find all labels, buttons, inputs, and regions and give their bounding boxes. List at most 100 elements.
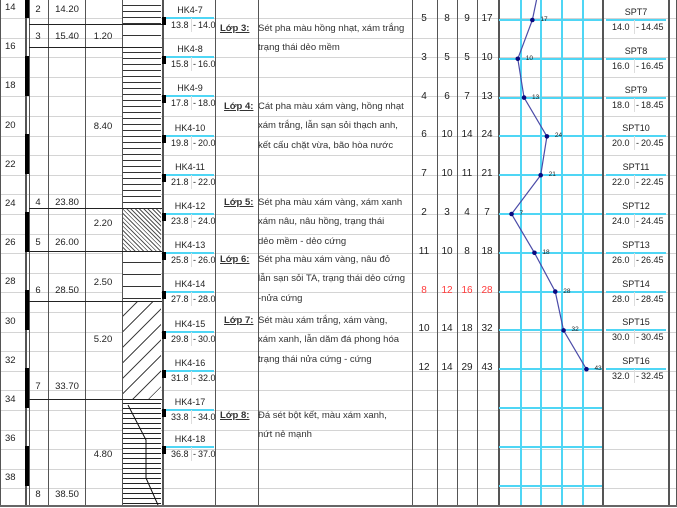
- spt-n1-value: 5: [421, 13, 427, 24]
- spt-point-label: 43: [594, 365, 602, 373]
- spt-divider: [606, 19, 666, 21]
- layer-boundary-line: [29, 24, 162, 25]
- graph-vertical-line: [582, 0, 584, 505]
- lithology-pattern: [123, 47, 161, 209]
- sample-name: HK4-9: [177, 83, 203, 94]
- layer-bottom-depth: 14.20: [55, 4, 79, 15]
- spt-range-divider: [634, 214, 635, 228]
- depth-scale-bar: [25, 134, 29, 174]
- layer-number: 4: [35, 197, 41, 208]
- depth-label: 22: [5, 158, 16, 170]
- spt-to: 28.45: [641, 293, 664, 304]
- sample-dash: -: [193, 59, 196, 70]
- column-divider: [0, 0, 1, 505]
- depth-label: 18: [5, 80, 16, 92]
- layer-label: Lớp 4:: [224, 101, 254, 112]
- sample-dash: -: [193, 176, 196, 187]
- spt-n3-value: 16: [461, 284, 473, 296]
- spt-n3-value: 9: [464, 13, 470, 24]
- depth-label: 16: [5, 41, 16, 53]
- sample-dash: -: [193, 372, 196, 383]
- sample-marker: [162, 17, 166, 25]
- spt-to: 30.45: [641, 332, 664, 343]
- sample-marker: [162, 134, 166, 143]
- sample-divider: [166, 330, 214, 333]
- spt-n-value: 10: [481, 51, 493, 63]
- spt-n2-value: 10: [441, 245, 453, 257]
- bottom-border: [0, 505, 677, 507]
- layer-description-line: xám xanh, lẫn dăm đá phong hóa: [258, 334, 400, 346]
- depth-scale-bar: [25, 446, 29, 486]
- sample-divider: [166, 95, 214, 98]
- spt-n1-value: 10: [418, 323, 430, 335]
- sample-from: 31.8: [171, 372, 189, 383]
- spt-n-value: 21: [481, 168, 493, 180]
- sample-range-divider: [191, 292, 192, 307]
- layer-thickness: 8.40: [93, 121, 113, 132]
- spt-n3-value: 18: [461, 323, 473, 335]
- lithology-pattern: [123, 0, 161, 24]
- spt-n-value: 24: [481, 129, 493, 141]
- sample-from: 36.8: [171, 449, 189, 459]
- spt-divider: [606, 174, 666, 177]
- graph-horizontal-line: [499, 213, 602, 215]
- sample-name: HK4-18: [174, 434, 206, 444]
- column-divider: [412, 0, 413, 505]
- column-divider: [457, 0, 458, 505]
- layer-description-line: trạng thái dẻo mềm: [258, 42, 340, 54]
- depth-label: 36: [5, 433, 16, 445]
- layer-description-line: Sét màu xám trắng, xám vàng,: [258, 315, 388, 326]
- spt-n1-value: 11: [418, 245, 430, 257]
- layer-thickness: 1.20: [93, 31, 113, 42]
- spt-n-value: 28: [481, 284, 493, 296]
- sample-to: 18.0: [198, 98, 216, 109]
- sample-marker: [162, 409, 166, 417]
- spt-divider: [606, 57, 666, 60]
- grid-row-line: [0, 233, 677, 235]
- spt-divider: [606, 213, 666, 215]
- sample-dash: -: [193, 98, 196, 109]
- sample-range-divider: [191, 96, 192, 111]
- spt-n3-value: 5: [464, 51, 470, 63]
- grid-row-line: [0, 214, 677, 215]
- spt-point-label: 13: [532, 93, 540, 101]
- spt-dash: -: [636, 254, 639, 265]
- spt-name: SPT9: [624, 84, 648, 95]
- sample-dash: -: [193, 294, 196, 305]
- spt-range-divider: [634, 58, 635, 73]
- spt-name: SPT11: [622, 162, 650, 173]
- layer-description-line: Sét pha màu xám vàng, xám xanh: [258, 197, 403, 208]
- spt-point: [561, 328, 566, 333]
- column-divider: [85, 0, 86, 505]
- spt-divider: [606, 135, 666, 138]
- graph-horizontal-line: [499, 96, 602, 99]
- sample-dash: -: [193, 449, 196, 459]
- grid-row-line: [0, 429, 677, 431]
- depth-scale-bar: [25, 290, 29, 330]
- layer-label: Lớp 7:: [224, 315, 254, 326]
- grid-row-line: [0, 96, 677, 98]
- layer-description-line: Sét pha màu xám vàng, nâu đỏ: [258, 254, 391, 265]
- spt-point-label: 10: [525, 54, 534, 62]
- spt-n3-value: 8: [464, 245, 470, 257]
- spt-point-label: 7: [519, 210, 524, 217]
- layer-number: 5: [35, 237, 41, 248]
- spt-n-value: 7: [484, 207, 490, 218]
- layer-bottom-depth: 26.00: [55, 237, 79, 248]
- lithology-pattern: [123, 301, 161, 399]
- spt-to: 32.45: [641, 371, 664, 382]
- spt-to: 16.45: [641, 60, 664, 71]
- sample-name: HK4-8: [177, 44, 203, 55]
- sample-divider: [166, 409, 214, 411]
- spt-dash: -: [636, 293, 639, 304]
- sample-range-divider: [191, 253, 192, 268]
- layer-thickness: 4.80: [93, 449, 113, 460]
- grid-row-line: [0, 174, 677, 176]
- spt-name: SPT15: [622, 317, 650, 328]
- sample-range-divider: [191, 135, 192, 150]
- grid-row-line: [0, 292, 677, 294]
- spt-point: [532, 250, 537, 256]
- lithology-pattern: [123, 251, 161, 301]
- depth-label: 28: [5, 276, 16, 288]
- spt-to: 14.45: [641, 22, 664, 32]
